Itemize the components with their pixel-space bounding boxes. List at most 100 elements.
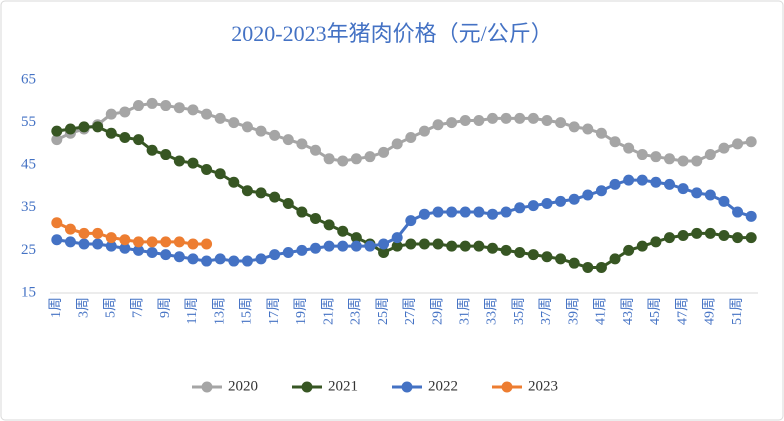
data-point: [664, 153, 675, 165]
data-point: [704, 227, 716, 239]
legend-marker: [401, 381, 413, 393]
data-point: [364, 151, 376, 163]
data-point: [378, 247, 390, 259]
data-point: [160, 149, 172, 161]
data-point: [173, 102, 185, 114]
legend-marker: [301, 381, 313, 393]
data-point: [310, 144, 321, 156]
data-point: [255, 253, 267, 265]
data-point: [350, 153, 362, 165]
x-tick-label: 23周: [349, 297, 364, 325]
x-tick-label: 9周: [158, 297, 173, 318]
data-point: [418, 208, 430, 220]
x-tick-label: 5周: [103, 297, 118, 318]
data-point: [105, 127, 117, 139]
data-point: [745, 210, 757, 222]
data-point: [255, 125, 267, 137]
data-point: [350, 232, 362, 244]
data-point: [595, 185, 607, 197]
data-point: [350, 240, 362, 252]
data-point: [514, 112, 526, 124]
data-point: [78, 121, 90, 133]
data-point: [146, 97, 158, 109]
legend-label: 2022: [428, 378, 458, 394]
data-point: [296, 138, 308, 150]
data-point: [732, 206, 744, 218]
data-point: [187, 104, 199, 116]
data-point: [704, 149, 716, 161]
data-point: [133, 100, 144, 112]
data-point: [623, 174, 635, 186]
data-point: [241, 185, 253, 197]
data-point: [105, 240, 117, 252]
data-point: [364, 240, 376, 252]
data-point: [187, 157, 199, 169]
data-point: [459, 206, 471, 218]
data-point: [541, 251, 553, 263]
data-point: [623, 244, 635, 256]
legend-marker: [501, 381, 513, 393]
data-point: [214, 168, 226, 180]
data-point: [323, 153, 335, 165]
data-point: [595, 127, 607, 139]
data-point: [282, 134, 294, 146]
data-point: [105, 108, 117, 120]
data-point: [527, 249, 539, 261]
data-point: [405, 215, 417, 227]
x-tick-label: 35周: [512, 297, 527, 325]
data-point: [418, 125, 430, 137]
data-point: [541, 198, 553, 210]
data-point: [595, 261, 607, 273]
x-tick-label: 1周: [49, 297, 64, 318]
data-point: [173, 155, 185, 167]
data-point: [487, 242, 498, 254]
data-point: [664, 232, 675, 244]
data-point: [582, 123, 594, 135]
data-point: [732, 232, 744, 244]
data-point: [228, 255, 240, 267]
data-point: [64, 223, 76, 235]
x-tick-label: 11周: [185, 297, 200, 324]
data-point: [691, 155, 703, 167]
data-point: [133, 236, 144, 248]
data-point: [718, 195, 730, 207]
data-point: [432, 238, 444, 250]
data-point: [500, 206, 512, 218]
data-point: [704, 189, 716, 201]
y-tick-label: 55: [21, 114, 36, 130]
data-point: [541, 114, 553, 126]
data-point: [582, 189, 594, 201]
data-point: [555, 195, 567, 207]
data-point: [691, 227, 703, 239]
data-point: [636, 174, 648, 186]
data-point: [119, 242, 131, 254]
data-point: [296, 244, 308, 256]
data-point: [432, 206, 444, 218]
x-tick-label: 3周: [76, 297, 91, 318]
data-point: [119, 234, 131, 246]
data-point: [269, 129, 281, 141]
data-point: [337, 155, 349, 167]
data-point: [459, 114, 471, 126]
data-point: [677, 155, 689, 167]
x-tick-label: 13周: [212, 297, 227, 325]
legend-label: 2020: [228, 378, 258, 394]
data-point: [337, 225, 349, 237]
data-point: [664, 178, 675, 190]
data-point: [745, 232, 757, 244]
data-point: [160, 249, 172, 261]
x-tick-label: 45周: [648, 297, 663, 325]
data-point: [323, 219, 335, 231]
data-point: [214, 112, 226, 124]
data-point: [255, 187, 267, 199]
x-tick-label: 29周: [430, 297, 445, 325]
data-point: [555, 117, 567, 129]
data-point: [92, 227, 104, 239]
x-tick-label: 51周: [730, 297, 745, 325]
data-point: [146, 247, 158, 259]
data-point: [568, 257, 580, 269]
x-tick-label: 21周: [321, 297, 336, 325]
data-point: [310, 212, 321, 224]
